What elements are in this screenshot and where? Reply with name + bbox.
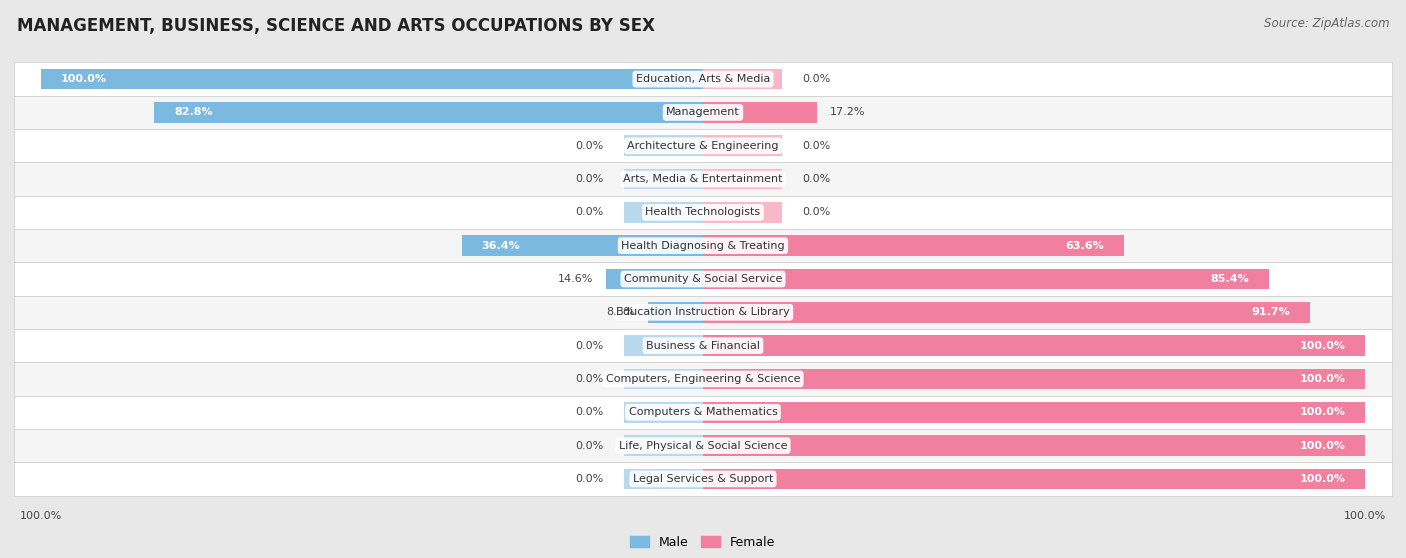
Text: Health Technologists: Health Technologists bbox=[645, 208, 761, 218]
Text: 100.0%: 100.0% bbox=[1299, 340, 1346, 350]
Bar bbox=[703, 369, 1365, 389]
Text: 0.0%: 0.0% bbox=[575, 174, 603, 184]
FancyBboxPatch shape bbox=[14, 196, 1392, 229]
FancyBboxPatch shape bbox=[14, 162, 1392, 196]
Text: 0.0%: 0.0% bbox=[803, 208, 831, 218]
FancyBboxPatch shape bbox=[14, 129, 1392, 162]
Text: 63.6%: 63.6% bbox=[1066, 240, 1105, 251]
Text: Business & Financial: Business & Financial bbox=[645, 340, 761, 350]
FancyBboxPatch shape bbox=[14, 362, 1392, 396]
Bar bbox=[703, 302, 1310, 323]
Bar bbox=[703, 235, 1125, 256]
FancyBboxPatch shape bbox=[14, 96, 1392, 129]
Text: 82.8%: 82.8% bbox=[174, 108, 212, 117]
Bar bbox=[703, 469, 1365, 489]
Text: MANAGEMENT, BUSINESS, SCIENCE AND ARTS OCCUPATIONS BY SEX: MANAGEMENT, BUSINESS, SCIENCE AND ARTS O… bbox=[17, 17, 655, 35]
Bar bbox=[703, 202, 783, 223]
Text: 0.0%: 0.0% bbox=[575, 141, 603, 151]
Text: 0.0%: 0.0% bbox=[575, 407, 603, 417]
Text: 17.2%: 17.2% bbox=[830, 108, 866, 117]
Bar bbox=[703, 169, 783, 189]
Text: Management: Management bbox=[666, 108, 740, 117]
Bar bbox=[703, 335, 1365, 356]
FancyBboxPatch shape bbox=[14, 329, 1392, 362]
Text: Education Instruction & Library: Education Instruction & Library bbox=[616, 307, 790, 318]
FancyBboxPatch shape bbox=[14, 229, 1392, 262]
Bar bbox=[623, 136, 703, 156]
Bar bbox=[623, 435, 703, 456]
Text: 100.0%: 100.0% bbox=[1299, 441, 1346, 450]
Bar bbox=[703, 102, 817, 123]
Text: Education, Arts & Media: Education, Arts & Media bbox=[636, 74, 770, 84]
Text: 85.4%: 85.4% bbox=[1211, 274, 1249, 284]
Bar bbox=[703, 402, 1365, 422]
Text: 0.0%: 0.0% bbox=[575, 474, 603, 484]
Text: 0.0%: 0.0% bbox=[803, 74, 831, 84]
Bar bbox=[155, 102, 703, 123]
Text: 0.0%: 0.0% bbox=[575, 441, 603, 450]
Text: 0.0%: 0.0% bbox=[575, 374, 603, 384]
Text: Legal Services & Support: Legal Services & Support bbox=[633, 474, 773, 484]
Text: Community & Social Service: Community & Social Service bbox=[624, 274, 782, 284]
Text: 100.0%: 100.0% bbox=[60, 74, 107, 84]
Text: Health Diagnosing & Treating: Health Diagnosing & Treating bbox=[621, 240, 785, 251]
Bar bbox=[703, 136, 783, 156]
FancyBboxPatch shape bbox=[14, 396, 1392, 429]
Legend: Male, Female: Male, Female bbox=[626, 531, 780, 554]
Text: Source: ZipAtlas.com: Source: ZipAtlas.com bbox=[1264, 17, 1389, 30]
Bar bbox=[41, 69, 703, 89]
Bar bbox=[623, 335, 703, 356]
FancyBboxPatch shape bbox=[14, 429, 1392, 462]
Text: Arts, Media & Entertainment: Arts, Media & Entertainment bbox=[623, 174, 783, 184]
Bar bbox=[623, 202, 703, 223]
Bar bbox=[623, 402, 703, 422]
Text: 0.0%: 0.0% bbox=[803, 141, 831, 151]
Text: 100.0%: 100.0% bbox=[1299, 474, 1346, 484]
Text: 100.0%: 100.0% bbox=[1299, 407, 1346, 417]
FancyBboxPatch shape bbox=[14, 62, 1392, 96]
Bar bbox=[648, 302, 703, 323]
Bar bbox=[606, 268, 703, 290]
Text: Computers, Engineering & Science: Computers, Engineering & Science bbox=[606, 374, 800, 384]
Bar bbox=[703, 268, 1268, 290]
Text: 8.3%: 8.3% bbox=[606, 307, 634, 318]
Text: 0.0%: 0.0% bbox=[575, 340, 603, 350]
Bar bbox=[623, 469, 703, 489]
Text: 0.0%: 0.0% bbox=[803, 174, 831, 184]
Text: Life, Physical & Social Science: Life, Physical & Social Science bbox=[619, 441, 787, 450]
FancyBboxPatch shape bbox=[14, 462, 1392, 496]
FancyBboxPatch shape bbox=[14, 296, 1392, 329]
Bar bbox=[703, 435, 1365, 456]
Bar bbox=[703, 69, 783, 89]
Text: 0.0%: 0.0% bbox=[575, 208, 603, 218]
Bar bbox=[623, 369, 703, 389]
FancyBboxPatch shape bbox=[14, 262, 1392, 296]
Bar bbox=[463, 235, 703, 256]
Text: Architecture & Engineering: Architecture & Engineering bbox=[627, 141, 779, 151]
Bar bbox=[623, 169, 703, 189]
Text: 36.4%: 36.4% bbox=[482, 240, 520, 251]
Text: 100.0%: 100.0% bbox=[1299, 374, 1346, 384]
Text: 14.6%: 14.6% bbox=[558, 274, 593, 284]
Text: Computers & Mathematics: Computers & Mathematics bbox=[628, 407, 778, 417]
Text: 91.7%: 91.7% bbox=[1251, 307, 1291, 318]
